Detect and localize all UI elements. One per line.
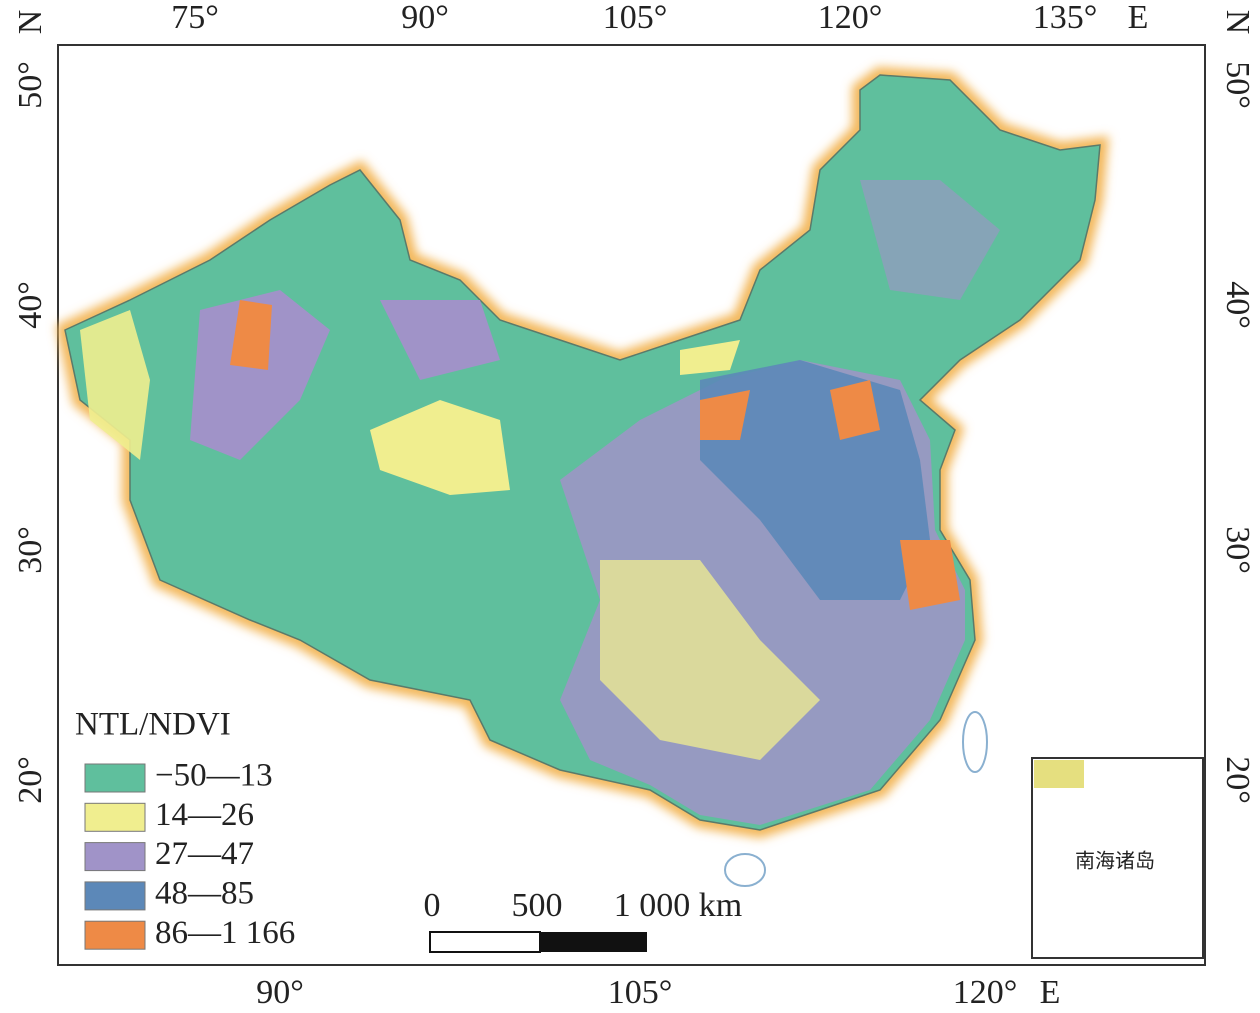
right-lat-label: N xyxy=(1219,10,1256,35)
left-lat-label: 30° xyxy=(12,526,49,574)
top-lon-label: 90° xyxy=(401,0,449,36)
top-lon-label: 75° xyxy=(171,0,219,36)
legend-label: 27—47 xyxy=(155,836,254,872)
left-lat-label: 50° xyxy=(12,61,49,109)
inset-frame xyxy=(1031,757,1204,959)
legend-swatch xyxy=(84,842,146,872)
inset-label: 南海诸岛 xyxy=(1075,849,1155,873)
bottom-lon-label: 90° xyxy=(256,974,304,1011)
scale-label: 500 xyxy=(512,887,563,924)
legend-label: 48—85 xyxy=(155,875,254,911)
inset-land xyxy=(1034,760,1084,788)
scale-label: 0 xyxy=(424,887,441,924)
top-lon-label: E xyxy=(1128,0,1149,36)
right-lat-label: 40° xyxy=(1219,281,1256,329)
legend-swatch xyxy=(84,920,146,950)
map-frame xyxy=(57,44,1206,966)
scale-bar xyxy=(429,931,647,953)
china-outline xyxy=(55,66,1109,887)
right-lat-label: 50° xyxy=(1219,61,1256,109)
legend-swatch xyxy=(84,802,146,832)
legend-title: NTL/NDVI xyxy=(75,707,231,743)
legend-swatch xyxy=(84,763,146,793)
bottom-lon-label: E xyxy=(1040,974,1061,1011)
legend-swatch xyxy=(84,881,146,911)
right-lat-label: 30° xyxy=(1219,526,1256,574)
top-lon-label: 135° xyxy=(1033,0,1098,36)
bottom-lon-label: 105° xyxy=(608,974,673,1011)
bottom-lon-label: 120° xyxy=(953,974,1018,1011)
right-lat-label: 20° xyxy=(1219,756,1256,804)
legend-label: 86—1 166 xyxy=(155,915,295,951)
legend-label: −50—13 xyxy=(155,758,273,794)
left-lat-label: N xyxy=(12,10,49,35)
top-lon-label: 120° xyxy=(818,0,883,36)
top-lon-label: 105° xyxy=(603,0,668,36)
legend-label: 14—26 xyxy=(155,797,254,833)
left-lat-label: 40° xyxy=(12,281,49,329)
left-lat-label: 20° xyxy=(12,756,49,804)
scale-label: 1 000 km xyxy=(614,887,742,924)
